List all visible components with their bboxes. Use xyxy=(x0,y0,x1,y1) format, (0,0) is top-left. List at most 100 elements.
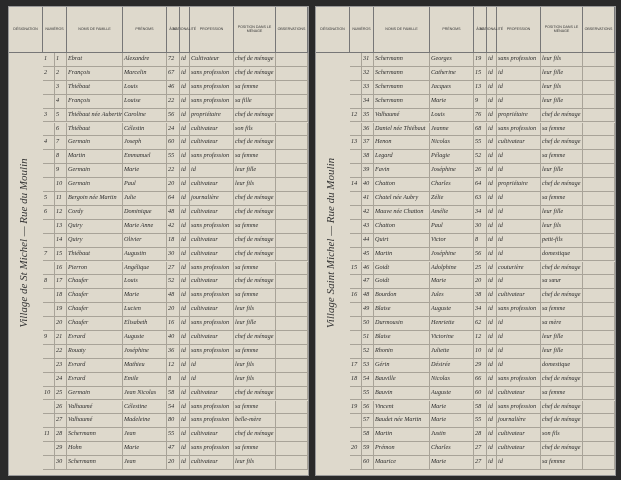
cell: 64 xyxy=(474,178,487,192)
cell: id xyxy=(497,344,541,359)
cell: 30 xyxy=(55,456,67,470)
cell: Marie xyxy=(430,275,474,290)
cell xyxy=(350,205,362,220)
cell: leur fils xyxy=(234,358,276,373)
column-header: DÉSIGNATION xyxy=(9,7,43,53)
cell: Legard xyxy=(374,150,430,165)
cell xyxy=(276,400,308,415)
cell: 56 xyxy=(362,400,374,415)
cell: sans profession xyxy=(497,400,541,415)
cell: Louis xyxy=(430,108,474,123)
cell: 19 xyxy=(55,303,67,318)
cell xyxy=(350,456,362,470)
cell: 60 xyxy=(167,136,180,151)
cell: chef de ménage xyxy=(541,372,583,387)
cell: sa femme xyxy=(541,150,583,165)
cell: 12 xyxy=(474,331,487,345)
cell: 22 xyxy=(55,344,67,359)
cell: Marie xyxy=(123,289,167,304)
cell: cultivateur xyxy=(497,289,541,304)
cell: 54 xyxy=(362,372,374,387)
cell: 13 xyxy=(474,80,487,95)
cell: id xyxy=(180,289,190,304)
cell: François xyxy=(67,94,123,109)
cell: Charles xyxy=(430,178,474,192)
column-header: NATIONALITÉ xyxy=(173,7,196,53)
cell xyxy=(350,386,362,401)
cell xyxy=(583,164,615,179)
cell: propriétaire xyxy=(497,178,541,192)
cell: 62 xyxy=(474,317,487,331)
column-header: OBSERVATIONS xyxy=(276,7,308,53)
cell: 34 xyxy=(474,303,487,318)
cell: 7 xyxy=(55,136,67,151)
cell xyxy=(276,53,308,67)
cell: 12 xyxy=(167,358,180,373)
cell: id xyxy=(487,53,497,67)
cell: sa femme xyxy=(541,386,583,401)
cell xyxy=(276,80,308,95)
cell: leur fils xyxy=(541,80,583,95)
cell: id xyxy=(497,456,541,470)
cell xyxy=(350,233,362,248)
cell: Germain xyxy=(67,164,123,179)
cell: 24 xyxy=(55,372,67,387)
cell: sans profession xyxy=(190,94,234,109)
cell: id xyxy=(487,372,497,387)
cell: 12 xyxy=(350,108,362,123)
cell: 55 xyxy=(474,414,487,429)
cell xyxy=(276,428,308,443)
cell: 8 xyxy=(55,150,67,165)
cell: 40 xyxy=(167,331,180,345)
cell xyxy=(583,219,615,234)
cell xyxy=(350,164,362,179)
cell: domestique xyxy=(541,247,583,262)
cell: id xyxy=(190,358,234,373)
cell: 20 xyxy=(167,456,180,470)
cell: Schermann xyxy=(67,456,123,470)
cell: id xyxy=(497,275,541,290)
cell: id xyxy=(180,178,190,192)
cell: id xyxy=(497,317,541,331)
cell: sans profession xyxy=(190,289,234,304)
column-header: PROFESSION xyxy=(190,7,234,53)
cell: 5 xyxy=(55,108,67,123)
cell xyxy=(350,275,362,290)
cell: domestique xyxy=(541,358,583,373)
cell: Schermann xyxy=(374,80,430,95)
cell: chef de ménage xyxy=(234,247,276,262)
cell: Emmanuel xyxy=(123,150,167,165)
cell: Evrard xyxy=(67,372,123,387)
cell: Lucien xyxy=(123,303,167,318)
cell xyxy=(350,428,362,443)
cell: 80 xyxy=(167,414,180,429)
cell: 18 xyxy=(350,372,362,387)
cell: 4 xyxy=(55,94,67,109)
cell: Henriette xyxy=(430,317,474,331)
cell: Evrard xyxy=(67,331,123,345)
cell: Valhaumé xyxy=(374,108,430,123)
cell: 10 xyxy=(43,386,55,401)
cell xyxy=(350,80,362,95)
cell: 55 xyxy=(167,150,180,165)
cell: Chaufer xyxy=(67,303,123,318)
cell: son fils xyxy=(541,428,583,443)
cell xyxy=(43,456,55,470)
cell: 53 xyxy=(362,358,374,373)
cell: sans profession xyxy=(497,53,541,67)
column-header: POSITION DANS LE MÉNAGE xyxy=(234,7,276,53)
cell: Juliette xyxy=(430,344,474,359)
cell: 11 xyxy=(55,192,67,206)
cell: 29 xyxy=(474,358,487,373)
cell: sa femme xyxy=(234,150,276,165)
cell xyxy=(583,344,615,359)
cell xyxy=(276,372,308,387)
cell: 15 xyxy=(55,247,67,262)
cell: Chaufer xyxy=(67,275,123,290)
cell: Marie xyxy=(430,414,474,429)
cell: Emile xyxy=(123,372,167,387)
cell: Goidt xyxy=(374,275,430,290)
cell: couturière xyxy=(497,261,541,276)
cell: 76 xyxy=(474,108,487,123)
cell: 52 xyxy=(474,150,487,165)
